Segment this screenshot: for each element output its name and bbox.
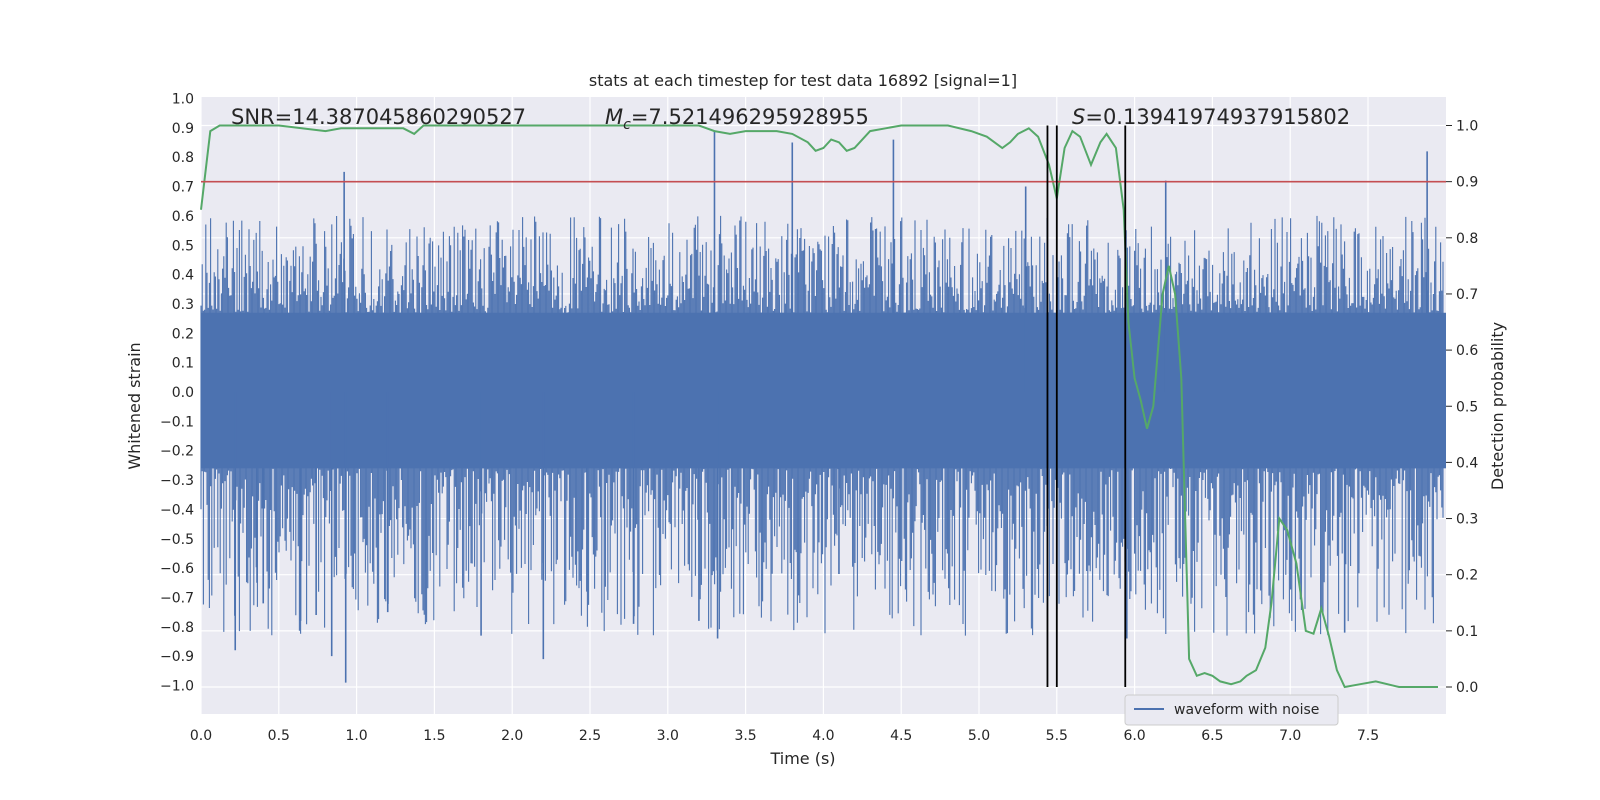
y-tick-label-19: −0.9 [160, 649, 194, 665]
y-tick-label-18: −0.8 [160, 620, 194, 636]
y-right-tick-label-6: 0.4 [1456, 455, 1478, 471]
y-tick-label-2: 0.8 [172, 150, 194, 166]
y-tick-label-7: 0.3 [172, 297, 194, 313]
y-tick-label-8: 0.2 [172, 326, 194, 342]
y-tick-label-6: 0.4 [172, 268, 194, 284]
y-tick-label-17: −0.7 [160, 590, 194, 606]
x-tick-label-10: 5.0 [968, 728, 990, 744]
y-right-tick-label-10: 0.0 [1456, 680, 1478, 696]
probability-series [200, 124, 1438, 689]
y-tick-label-1: 0.9 [172, 121, 194, 137]
x-tick-label-5: 2.5 [579, 728, 601, 744]
chirp-mass-symbol: M [605, 105, 623, 129]
x-axis-label: Time (s) [769, 749, 835, 768]
y-right-tick-label-7: 0.3 [1456, 512, 1478, 528]
x-tick-label-9: 4.5 [890, 728, 912, 744]
chirp-mass-value: =7.521496295928955 [631, 105, 869, 129]
y-tick-label-15: −0.5 [160, 532, 194, 548]
y-right-tick-label-9: 0.1 [1456, 624, 1478, 640]
x-tick-label-3: 1.5 [423, 728, 445, 744]
y-tick-label-10: 0.0 [172, 385, 194, 401]
y-tick-label-0: 1.0 [172, 92, 194, 108]
y-right-tick-label-0: 1.0 [1456, 119, 1478, 135]
s-annotation: S=0.13941974937915802 [1072, 105, 1350, 129]
legend: waveform with noise [1124, 694, 1339, 726]
x-tick-label-4: 2.0 [501, 728, 523, 744]
x-tick-label-11: 5.5 [1046, 728, 1068, 744]
legend-box [1124, 694, 1339, 726]
y-tick-label-4: 0.6 [172, 209, 194, 225]
s-symbol: S [1072, 105, 1085, 129]
y-axis-label-right: Detection probability [1488, 322, 1507, 490]
x-tick-label-6: 3.0 [657, 728, 679, 744]
y-right-tick-label-1: 0.9 [1456, 175, 1478, 191]
legend-label-waveform: waveform with noise [1174, 702, 1319, 718]
x-tick-label-7: 3.5 [734, 728, 756, 744]
y-right-tick-label-2: 0.8 [1456, 231, 1478, 247]
y-tick-label-16: −0.6 [160, 561, 194, 577]
snr-annotation: SNR=14.387045860290527 [231, 105, 526, 129]
y-tick-label-13: −0.3 [160, 473, 194, 489]
y-right-tick-label-8: 0.2 [1456, 568, 1478, 584]
y-tick-label-12: −0.2 [160, 444, 194, 460]
y-tick-label-3: 0.7 [172, 180, 194, 196]
y-right-tick-label-5: 0.5 [1456, 399, 1478, 415]
reference-lines [201, 125, 1446, 687]
y-tick-label-11: −0.1 [160, 414, 194, 430]
waveform-series [200, 130, 1446, 683]
chart-title: stats at each timestep for test data 168… [589, 71, 1017, 90]
y-tick-label-9: 0.1 [172, 356, 194, 372]
x-tick-label-1: 0.5 [268, 728, 290, 744]
x-tick-label-12: 6.0 [1123, 728, 1145, 744]
x-tick-label-15: 7.5 [1357, 728, 1379, 744]
detection-probability-line [200, 124, 1438, 689]
waveform-noise [200, 215, 1444, 636]
s-value: =0.13941974937915802 [1085, 105, 1350, 129]
y-tick-label-5: 0.5 [172, 238, 194, 254]
x-tick-label-8: 4.0 [812, 728, 834, 744]
x-tick-label-2: 1.0 [345, 728, 367, 744]
y-right-tick-label-3: 0.7 [1456, 287, 1478, 303]
x-tick-label-0: 0.0 [190, 728, 212, 744]
y-right-tick-label-4: 0.6 [1456, 343, 1478, 359]
y-tick-label-20: −1.0 [160, 679, 194, 695]
chirp-mass-subscript: c [623, 117, 631, 133]
y-tick-label-14: −0.4 [160, 502, 194, 518]
chirp-mass-annotation: Mc=7.521496295928955 [605, 105, 869, 133]
ticks: 0.0 0.5 1.0 1.5 2.0 2.5 3.0 3.5 4.0 4.5 5.0 5.5 6.0 6… [160, 92, 1478, 745]
x-tick-label-13: 6.5 [1201, 728, 1223, 744]
y-axis-label: Whitened strain [125, 342, 144, 469]
x-tick-label-14: 7.0 [1279, 728, 1301, 744]
